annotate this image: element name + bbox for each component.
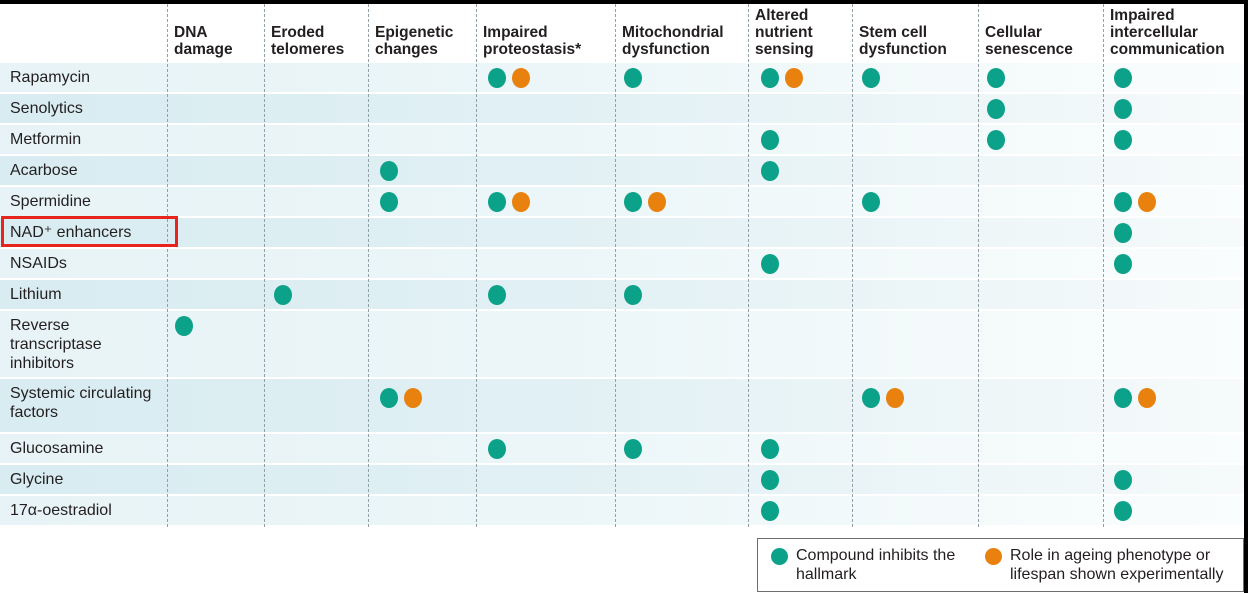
dot-experimental bbox=[648, 191, 666, 212]
dot-inhibits bbox=[862, 388, 880, 408]
column-header-impaired-intercellular-communication: Impaired intercellular communication bbox=[1110, 7, 1225, 58]
column-divider bbox=[476, 4, 477, 527]
dot-experimental bbox=[1138, 191, 1156, 212]
dot-inhibits bbox=[488, 67, 506, 88]
right-border bbox=[1244, 0, 1248, 593]
column-divider bbox=[748, 4, 749, 527]
dot-inhibits bbox=[761, 129, 779, 150]
top-border bbox=[0, 0, 1248, 4]
dot-inhibits bbox=[862, 191, 880, 212]
dot-inhibits bbox=[380, 160, 398, 181]
dot-inhibits bbox=[624, 438, 642, 459]
dot-inhibits bbox=[1114, 469, 1132, 490]
row-label-systemic-circulating-factors: Systemic circulating factors bbox=[10, 385, 152, 421]
dot-inhibits bbox=[274, 284, 292, 305]
column-header-stem-cell-dysfunction: Stem cell dysfunction bbox=[859, 24, 947, 58]
dot-inhibits bbox=[761, 253, 779, 274]
column-header-cellular-senescence: Cellular senescence bbox=[985, 24, 1073, 58]
row-label-rapamycin: Rapamycin bbox=[10, 69, 91, 86]
dot-experimental bbox=[886, 388, 904, 408]
dot-inhibits bbox=[761, 67, 779, 88]
row-label-metformin: Metformin bbox=[10, 131, 82, 148]
row-band-rapamycin bbox=[0, 63, 1244, 92]
dot-inhibits bbox=[862, 67, 880, 88]
row-band-lithium bbox=[0, 280, 1244, 309]
dot-inhibits bbox=[624, 191, 642, 212]
dot-inhibits bbox=[987, 67, 1005, 88]
dot-inhibits bbox=[624, 284, 642, 305]
column-divider bbox=[368, 4, 369, 527]
dot-inhibits bbox=[488, 438, 506, 459]
dot-inhibits bbox=[761, 438, 779, 459]
dot-inhibits bbox=[987, 98, 1005, 119]
column-header-altered-nutrient-sensing: Altered nutrient sensing bbox=[755, 7, 814, 58]
column-divider bbox=[615, 4, 616, 527]
dot-experimental bbox=[512, 67, 530, 88]
dot-experimental bbox=[785, 67, 803, 88]
row-label-17-oestradiol: 17α-oestradiol bbox=[10, 502, 112, 519]
column-header-mitochondrial-dysfunction: Mitochondrial dysfunction bbox=[622, 24, 724, 58]
column-header-epigenetic-changes: Epigenetic changes bbox=[375, 24, 454, 58]
row-label-senolytics: Senolytics bbox=[10, 100, 83, 117]
dot-inhibits bbox=[987, 129, 1005, 150]
legend-item-experimental: Role in ageing phenotype or lifespan sho… bbox=[985, 546, 1236, 584]
row-label-glycine: Glycine bbox=[10, 471, 64, 488]
dot-experimental bbox=[404, 388, 422, 408]
row-band-glycine bbox=[0, 465, 1244, 494]
dot-inhibits bbox=[1114, 500, 1132, 521]
dot-inhibits bbox=[380, 388, 398, 408]
row-label-acarbose: Acarbose bbox=[10, 162, 78, 179]
column-divider bbox=[852, 4, 853, 527]
column-divider bbox=[167, 4, 168, 527]
dot-inhibits bbox=[1114, 67, 1132, 88]
row-label-nad-enhancers: NAD⁺ enhancers bbox=[10, 224, 132, 241]
row-band-systemic-circulating-factors bbox=[0, 379, 1244, 432]
column-header-dna-damage: DNA damage bbox=[174, 24, 233, 58]
legend: Compound inhibits the hallmark Role in a… bbox=[757, 538, 1244, 592]
dot-inhibits bbox=[761, 469, 779, 490]
dot-inhibits bbox=[761, 500, 779, 521]
dot-experimental bbox=[1138, 388, 1156, 408]
row-label-nsaids: NSAIDs bbox=[10, 255, 67, 272]
row-label-lithium: Lithium bbox=[10, 286, 62, 303]
dot-experimental bbox=[512, 191, 530, 212]
dot-inhibits bbox=[624, 67, 642, 88]
dot-inhibits bbox=[1114, 191, 1132, 212]
column-divider bbox=[1103, 4, 1104, 527]
row-band-nad-enhancers bbox=[0, 218, 1244, 247]
row-band-glucosamine bbox=[0, 434, 1244, 463]
row-label-glucosamine: Glucosamine bbox=[10, 440, 104, 457]
dot-inhibits bbox=[1114, 222, 1132, 243]
row-band-metformin bbox=[0, 125, 1244, 154]
dot-inhibits bbox=[761, 160, 779, 181]
row-band-senolytics bbox=[0, 94, 1244, 123]
row-band-acarbose bbox=[0, 156, 1244, 185]
nad-enhancers-highlight-box bbox=[1, 216, 178, 247]
dot-inhibits bbox=[1114, 129, 1132, 150]
column-header-impaired-proteostasis: Impaired proteostasis* bbox=[483, 24, 582, 58]
row-label-reverse-transcriptase-inhibitors: Reverse transcriptase inhibitors bbox=[10, 317, 102, 372]
dot-inhibits bbox=[488, 191, 506, 212]
column-divider bbox=[978, 4, 979, 527]
column-divider bbox=[264, 4, 265, 527]
dot-inhibits bbox=[1114, 253, 1132, 274]
row-band-17-oestradiol bbox=[0, 496, 1244, 525]
dot-inhibits bbox=[380, 191, 398, 212]
dot-inhibits bbox=[488, 284, 506, 305]
dot-inhibits bbox=[1114, 388, 1132, 408]
row-label-spermidine: Spermidine bbox=[10, 193, 91, 210]
experimental-dot-icon bbox=[985, 548, 1002, 565]
inhibits-dot-icon bbox=[771, 548, 788, 565]
dot-inhibits bbox=[1114, 98, 1132, 119]
row-band-nsaids bbox=[0, 249, 1244, 278]
legend-item-inhibits: Compound inhibits the hallmark bbox=[771, 546, 956, 584]
row-band-spermidine bbox=[0, 187, 1244, 216]
legend-label-inhibits: Compound inhibits the hallmark bbox=[796, 547, 956, 583]
column-header-eroded-telomeres: Eroded telomeres bbox=[271, 24, 345, 58]
dot-inhibits bbox=[175, 316, 193, 336]
row-band-reverse-transcriptase-inhibitors bbox=[0, 311, 1244, 377]
legend-label-experimental: Role in ageing phenotype or lifespan sho… bbox=[1010, 547, 1224, 583]
